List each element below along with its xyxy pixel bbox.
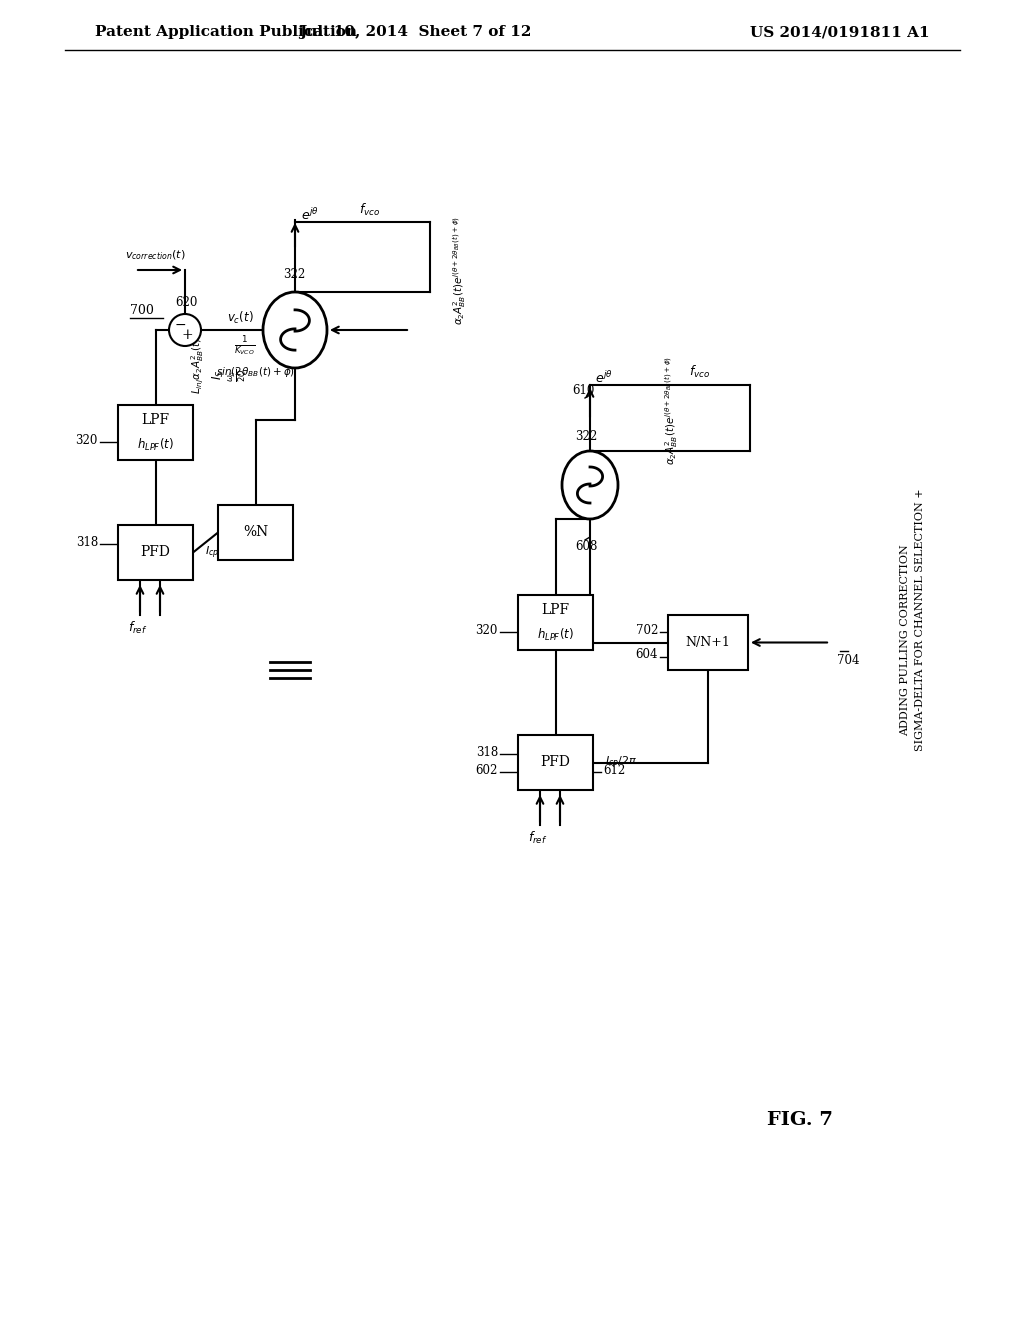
Text: 318: 318 [476, 746, 498, 759]
Bar [118, 525, 193, 579]
Text: 604: 604 [636, 648, 658, 661]
Text: 610: 610 [572, 384, 594, 396]
Text: 704: 704 [837, 653, 859, 667]
Bar [518, 735, 593, 789]
Ellipse shape [562, 451, 618, 519]
Text: Patent Application Publication: Patent Application Publication [95, 25, 357, 40]
Text: 322: 322 [575, 430, 597, 444]
Text: +: + [181, 327, 193, 342]
Text: $\frac{\omega_0}{2Q}$: $\frac{\omega_0}{2Q}$ [227, 368, 249, 381]
Text: 320: 320 [76, 433, 98, 446]
Text: $f_{vco}$: $f_{vco}$ [359, 202, 381, 218]
Text: 320: 320 [475, 623, 498, 636]
Text: FIG. 7: FIG. 7 [767, 1111, 833, 1129]
Text: $h_{LPF}(t)$: $h_{LPF}(t)$ [137, 437, 174, 453]
Text: $h_{LPF}(t)$: $h_{LPF}(t)$ [537, 627, 573, 643]
Text: N/N+1: N/N+1 [685, 636, 730, 649]
Text: $e^{j\theta}$: $e^{j\theta}$ [595, 370, 613, 385]
Text: SIGMA-DELTA FOR CHANNEL SELECTION +: SIGMA-DELTA FOR CHANNEL SELECTION + [915, 488, 925, 751]
Text: 318: 318 [76, 536, 98, 549]
Text: LPF: LPF [141, 413, 170, 426]
Text: ADDING PULLING CORRECTION: ADDING PULLING CORRECTION [900, 544, 910, 735]
Text: 322: 322 [283, 268, 305, 281]
Text: PFD: PFD [140, 545, 170, 560]
Text: 612: 612 [603, 763, 626, 776]
Text: $sin(2\theta_{BB}(t)+\phi)$: $sin(2\theta_{BB}(t)+\phi)$ [215, 366, 295, 379]
Text: %N: %N [243, 525, 268, 540]
Bar [668, 615, 748, 671]
Circle shape [169, 314, 201, 346]
Text: 620: 620 [175, 296, 198, 309]
Text: Jul. 10, 2014  Sheet 7 of 12: Jul. 10, 2014 Sheet 7 of 12 [299, 25, 531, 40]
Text: 702: 702 [636, 623, 658, 636]
Text: $I_{cp}/2\pi$: $I_{cp}/2\pi$ [205, 544, 237, 561]
Bar [118, 405, 193, 459]
Text: $\alpha_2A^2_{BB}(t)e^{j(\theta+2\theta_{BB}(t)+\phi)}$: $\alpha_2A^2_{BB}(t)e^{j(\theta+2\theta_… [452, 216, 468, 325]
Text: $I_{cp}/2\pi$: $I_{cp}/2\pi$ [605, 754, 637, 771]
Text: $I_S$: $I_S$ [211, 370, 225, 380]
Text: $\frac{1}{K_{VCO}}$: $\frac{1}{K_{VCO}}$ [234, 334, 256, 358]
Text: $v_{correction}(t)$: $v_{correction}(t)$ [125, 248, 185, 261]
Bar [518, 595, 593, 649]
Text: $\alpha_2A^2_{BB}(t)e^{j(\theta+2\theta_{BB}(t)+\phi)}$: $\alpha_2A^2_{BB}(t)e^{j(\theta+2\theta_… [664, 356, 680, 465]
Text: $f_{ref}$: $f_{ref}$ [528, 830, 548, 846]
Text: US 2014/0191811 A1: US 2014/0191811 A1 [751, 25, 930, 40]
Bar [218, 506, 293, 560]
Text: 700: 700 [130, 304, 154, 317]
Ellipse shape [263, 292, 327, 368]
Text: $e^{j\theta}$: $e^{j\theta}$ [301, 207, 318, 223]
Text: $L_{inj}\alpha_2 A^2_{BB}(t)$: $L_{inj}\alpha_2 A^2_{BB}(t)$ [189, 337, 206, 393]
Text: $f_{vco}$: $f_{vco}$ [689, 364, 711, 380]
Text: $f_{ref}$: $f_{ref}$ [128, 620, 147, 636]
Text: PFD: PFD [541, 755, 570, 770]
Text: 608: 608 [575, 540, 597, 553]
Text: LPF: LPF [542, 603, 569, 616]
Text: −: − [174, 318, 185, 333]
Text: $v_c(t)$: $v_c(t)$ [226, 310, 253, 326]
Text: 602: 602 [475, 763, 498, 776]
